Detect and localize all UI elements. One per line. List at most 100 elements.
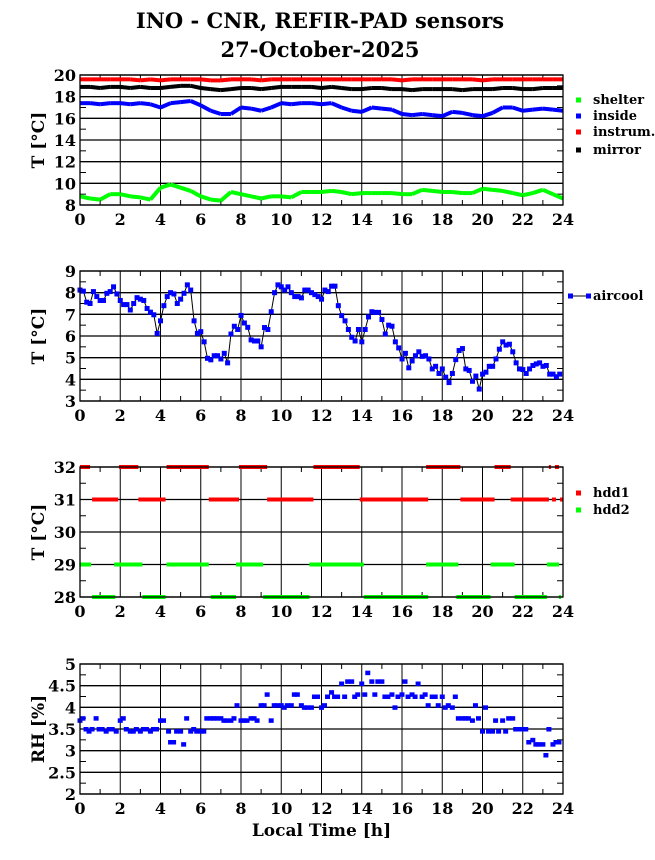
series-shelter (79, 182, 564, 203)
data-point (147, 729, 153, 734)
x-tick-label: 22 (512, 210, 534, 229)
data-point (254, 718, 260, 723)
data-point (181, 742, 187, 747)
data-point (480, 371, 486, 377)
data-point (241, 320, 247, 326)
legend-marker (586, 293, 591, 299)
y-axis-label: RH [%] (29, 695, 49, 763)
data-point (198, 329, 204, 335)
data-point (285, 284, 291, 290)
data-segment (120, 101, 131, 107)
data-point (298, 703, 304, 708)
data-point (376, 309, 382, 315)
data-point (178, 296, 184, 302)
data-point (385, 694, 391, 699)
data-point (483, 369, 489, 375)
data-point (238, 312, 244, 318)
data-point (526, 740, 532, 745)
legend-label: shelter (593, 93, 644, 108)
data-point (308, 705, 314, 710)
data-segment (482, 77, 493, 83)
data-point (301, 705, 307, 710)
data-segment (220, 87, 232, 93)
data-segment (180, 99, 191, 105)
data-segment (431, 113, 443, 119)
data-point (137, 729, 143, 734)
data-segment (351, 108, 362, 114)
x-tick-label: 24 (552, 799, 574, 818)
y-tick-label: 31 (54, 491, 76, 510)
data-point (272, 290, 278, 296)
data-segment (401, 87, 413, 93)
data-point (516, 366, 522, 372)
y-tick-label: 4 (65, 698, 76, 717)
data-point (258, 703, 264, 708)
data-segment (411, 87, 423, 93)
data-point (423, 353, 429, 359)
data-point (228, 331, 234, 337)
data-point (453, 357, 459, 363)
data-point (322, 287, 328, 293)
y-tick-label: 7 (65, 305, 76, 324)
data-point (486, 729, 492, 734)
data-segment (492, 187, 503, 193)
x-tick-label: 14 (351, 210, 373, 229)
x-tick-label: 16 (391, 799, 413, 818)
legend-marker (576, 113, 581, 119)
data-point (355, 692, 361, 697)
y-tick-label: 20 (54, 66, 76, 85)
x-tick-label: 22 (512, 799, 534, 818)
data-point (215, 353, 221, 359)
data-point (325, 289, 331, 295)
data-segment (512, 191, 524, 198)
data-point (104, 290, 110, 296)
data-segment (260, 105, 272, 113)
data-point (550, 742, 556, 747)
legend-marker (576, 147, 581, 153)
data-point (465, 716, 471, 721)
data-point (473, 373, 479, 379)
data-point (493, 718, 499, 723)
data-point (117, 718, 123, 723)
data-segment (270, 84, 282, 90)
data-segment (381, 86, 393, 92)
data-point (147, 309, 153, 315)
data-point (261, 703, 267, 708)
data-segment (361, 86, 373, 92)
data-segment (542, 187, 554, 197)
x-tick-label: 8 (235, 210, 246, 229)
data-point (442, 705, 448, 710)
legend-label: aircool (593, 289, 643, 304)
data-point (248, 716, 254, 721)
x-tick-label: 6 (195, 799, 206, 818)
data-point (264, 692, 270, 697)
data-segment (99, 101, 111, 107)
data-point (533, 361, 539, 367)
data-point (506, 341, 512, 347)
data-point (436, 370, 442, 376)
data-point (462, 716, 468, 721)
data-point (161, 303, 167, 309)
data-point (349, 334, 355, 340)
data-point (422, 692, 428, 697)
data-point (503, 729, 509, 734)
data-point (268, 309, 274, 315)
data-point (161, 718, 167, 723)
data-point (516, 727, 522, 732)
data-segment (160, 84, 171, 90)
data-point (137, 296, 143, 302)
x-tick-label: 6 (195, 210, 206, 229)
data-point (278, 284, 284, 290)
data-point (255, 338, 261, 344)
data-point (294, 692, 300, 697)
data-point (379, 317, 385, 323)
data-point (472, 703, 478, 708)
data-segment (281, 101, 292, 107)
data-segment (210, 87, 222, 93)
data-point (389, 692, 395, 697)
data-segment (250, 86, 262, 92)
data-point (127, 729, 133, 734)
